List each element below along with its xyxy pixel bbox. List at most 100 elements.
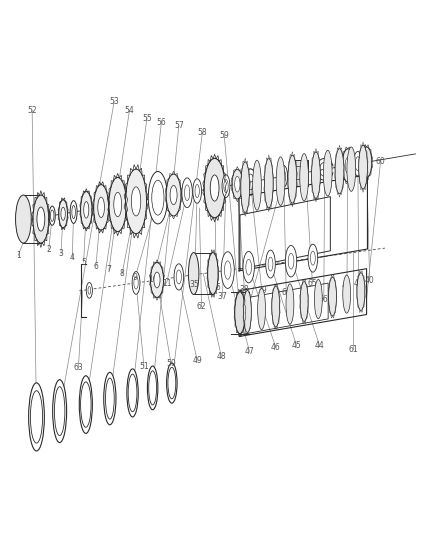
Ellipse shape bbox=[70, 200, 77, 223]
Ellipse shape bbox=[94, 184, 109, 230]
Ellipse shape bbox=[81, 382, 91, 427]
Ellipse shape bbox=[258, 288, 265, 330]
Ellipse shape bbox=[59, 200, 67, 228]
Text: 64: 64 bbox=[281, 288, 291, 297]
Ellipse shape bbox=[286, 284, 294, 324]
Ellipse shape bbox=[311, 251, 315, 265]
Text: 2: 2 bbox=[46, 245, 51, 254]
Ellipse shape bbox=[33, 195, 49, 243]
Text: 50: 50 bbox=[166, 359, 176, 368]
Ellipse shape bbox=[232, 169, 243, 199]
Ellipse shape bbox=[166, 174, 181, 216]
Text: 41: 41 bbox=[354, 279, 364, 288]
Ellipse shape bbox=[49, 206, 55, 225]
Ellipse shape bbox=[347, 147, 356, 191]
Ellipse shape bbox=[265, 159, 273, 208]
Ellipse shape bbox=[342, 149, 353, 182]
Ellipse shape bbox=[355, 157, 360, 171]
Text: 63: 63 bbox=[74, 364, 83, 372]
Ellipse shape bbox=[235, 176, 240, 192]
Ellipse shape bbox=[104, 373, 116, 425]
Text: 65: 65 bbox=[307, 279, 317, 288]
Ellipse shape bbox=[361, 147, 372, 177]
Ellipse shape bbox=[182, 178, 192, 207]
Ellipse shape bbox=[188, 253, 199, 294]
Ellipse shape bbox=[288, 155, 297, 203]
Ellipse shape bbox=[54, 386, 65, 435]
Text: 45: 45 bbox=[292, 342, 302, 351]
Text: 46: 46 bbox=[271, 343, 281, 352]
Ellipse shape bbox=[224, 180, 228, 192]
Ellipse shape bbox=[282, 171, 286, 182]
Text: 38: 38 bbox=[240, 285, 249, 294]
Text: 52: 52 bbox=[27, 106, 37, 115]
Text: 53: 53 bbox=[110, 97, 119, 106]
Ellipse shape bbox=[98, 197, 104, 217]
Ellipse shape bbox=[288, 253, 294, 269]
Ellipse shape bbox=[195, 184, 199, 198]
Ellipse shape bbox=[37, 207, 45, 231]
Ellipse shape bbox=[127, 369, 138, 417]
Text: 47: 47 bbox=[245, 347, 254, 356]
Ellipse shape bbox=[134, 277, 138, 289]
Ellipse shape bbox=[308, 244, 318, 272]
Text: 58: 58 bbox=[198, 127, 207, 136]
Text: 66: 66 bbox=[319, 295, 328, 304]
Ellipse shape bbox=[300, 281, 308, 321]
Ellipse shape bbox=[128, 374, 137, 411]
Ellipse shape bbox=[345, 158, 350, 173]
Ellipse shape bbox=[61, 207, 65, 220]
Text: 3: 3 bbox=[59, 249, 64, 258]
Text: 51: 51 bbox=[139, 361, 149, 370]
Ellipse shape bbox=[311, 152, 320, 198]
Ellipse shape bbox=[106, 378, 114, 419]
Text: 40: 40 bbox=[365, 276, 374, 285]
Ellipse shape bbox=[243, 252, 254, 283]
Ellipse shape bbox=[357, 273, 365, 310]
Text: 1: 1 bbox=[16, 251, 21, 260]
Ellipse shape bbox=[28, 383, 44, 451]
Text: 35: 35 bbox=[190, 280, 199, 289]
Ellipse shape bbox=[328, 277, 336, 316]
Ellipse shape bbox=[154, 272, 160, 288]
Ellipse shape bbox=[170, 185, 177, 205]
Ellipse shape bbox=[72, 205, 75, 219]
Ellipse shape bbox=[81, 191, 92, 228]
Ellipse shape bbox=[88, 286, 91, 294]
Text: 44: 44 bbox=[314, 341, 324, 350]
Ellipse shape bbox=[152, 180, 164, 215]
Ellipse shape bbox=[300, 154, 308, 201]
Ellipse shape bbox=[210, 175, 219, 201]
Ellipse shape bbox=[148, 172, 167, 224]
Ellipse shape bbox=[244, 290, 251, 333]
Ellipse shape bbox=[166, 363, 177, 403]
Ellipse shape bbox=[224, 261, 231, 279]
Text: 62: 62 bbox=[197, 302, 206, 311]
Ellipse shape bbox=[50, 210, 54, 221]
Ellipse shape bbox=[184, 185, 190, 200]
Ellipse shape bbox=[221, 252, 234, 288]
Ellipse shape bbox=[272, 286, 280, 327]
Ellipse shape bbox=[286, 246, 297, 277]
Text: 57: 57 bbox=[174, 122, 184, 131]
Ellipse shape bbox=[53, 379, 67, 442]
Text: 60: 60 bbox=[376, 157, 385, 166]
Ellipse shape bbox=[266, 250, 276, 278]
Text: 5: 5 bbox=[81, 257, 86, 266]
Ellipse shape bbox=[131, 187, 141, 216]
Ellipse shape bbox=[246, 259, 251, 275]
Text: 4: 4 bbox=[70, 253, 75, 262]
Ellipse shape bbox=[323, 150, 332, 196]
Text: 6: 6 bbox=[93, 262, 98, 271]
Ellipse shape bbox=[132, 272, 140, 294]
Ellipse shape bbox=[353, 151, 362, 176]
Ellipse shape bbox=[222, 175, 230, 197]
Ellipse shape bbox=[126, 169, 147, 233]
Ellipse shape bbox=[268, 257, 273, 271]
Text: 36: 36 bbox=[212, 283, 221, 292]
Text: 9: 9 bbox=[133, 273, 138, 282]
Ellipse shape bbox=[253, 160, 261, 210]
Ellipse shape bbox=[84, 201, 89, 218]
Text: 55: 55 bbox=[142, 114, 152, 123]
Text: 61: 61 bbox=[349, 345, 358, 354]
